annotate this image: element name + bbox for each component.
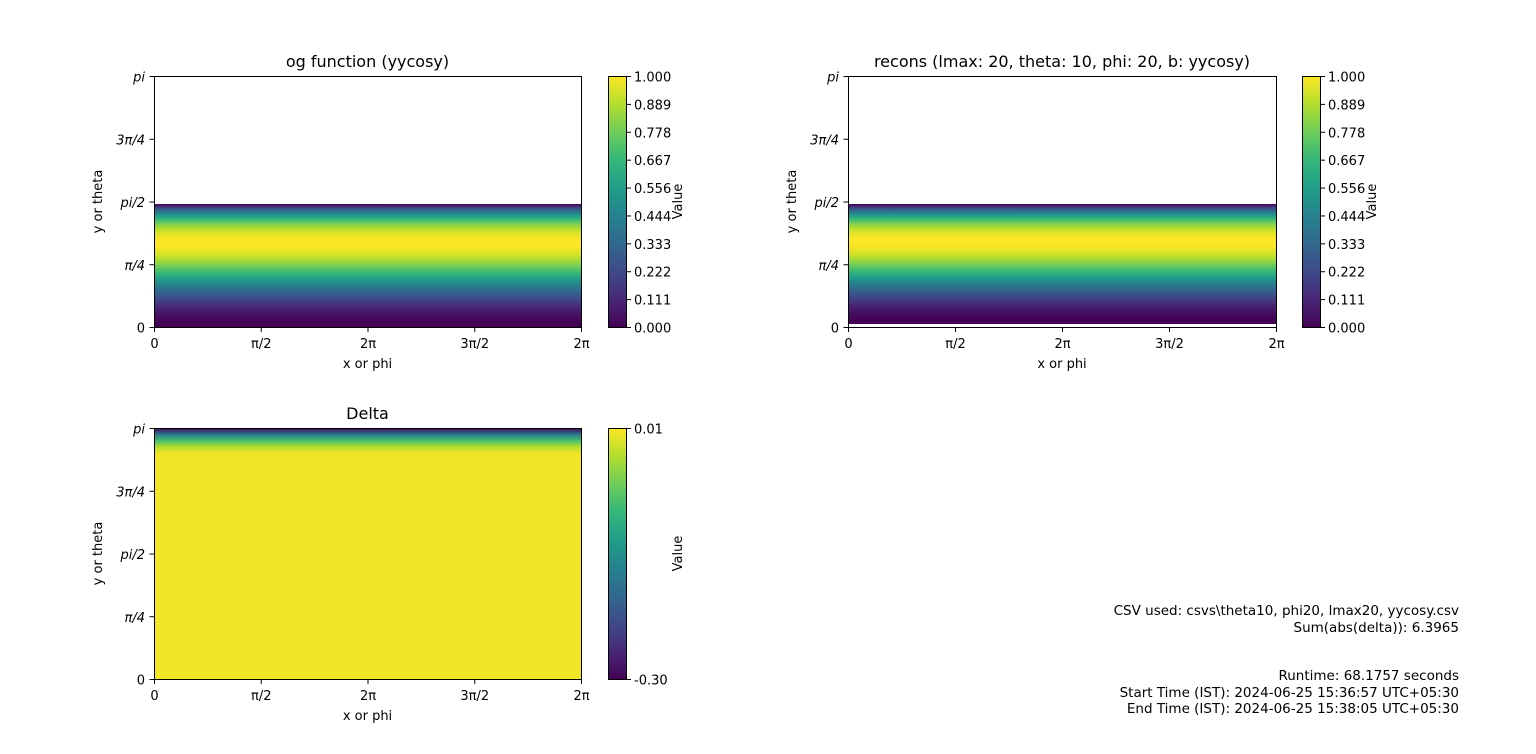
recons-cb-tick-label: 0.889 [1328,98,1365,113]
og-y-tick-label: pi/2 [119,196,145,211]
recons-plot: recons (lmax: 20, theta: 10, phi: 20, b:… [785,52,1380,372]
recons-y-axis-label: y or theta [785,170,800,234]
og-x-tick-label: 0 [150,337,158,352]
recons-y-tick-label: pi/2 [813,196,839,211]
delta-x-tick-label: 3π/2 [460,689,489,704]
og-cb-tick-label: 0.000 [634,322,671,337]
og-y-tick-label: π/4 [125,259,145,274]
delta-colorbar-gradient [608,428,626,679]
runtime-text: Runtime: 68.1757 seconds [1278,668,1459,684]
og-y-tick-label: 3π/4 [116,133,145,148]
recons-y-tick-label: 3π/4 [810,133,839,148]
recons-colorbar-ticks: 0.000 0.111 0.222 0.333 0.444 0.556 0.66… [1320,71,1365,337]
recons-cb-tick-label: 0.667 [1328,154,1365,169]
delta-y-ticks: 0 π/4 pi/2 3π/4 pi [116,423,155,689]
delta-title: Delta [346,404,389,423]
recons-cb-tick-label: 0.333 [1328,238,1365,253]
delta-colorbar: Value -0.30 0.01 [608,423,686,689]
recons-heatmap-field [848,204,1276,324]
og-y-ticks: 0 π/4 pi/2 3π/4 pi [116,71,155,337]
delta-x-tick-label: π/2 [251,689,271,704]
delta-y-tick-label: 3π/4 [116,485,145,500]
og-x-tick-label: 2π [360,337,376,352]
recons-x-tick-label: 2π [1268,337,1284,352]
recons-colorbar-gradient [1302,76,1320,327]
end-time-text: End Time (IST): 2024-06-25 15:38:05 UTC+… [1126,701,1459,717]
delta-cb-tick-label: 0.01 [634,423,663,438]
timing-info-block: Runtime: 68.1757 seconds Start Time (IST… [1120,668,1459,718]
recons-x-tick-label: 3π/2 [1155,337,1184,352]
og-x-ticks: 0 π/2 2π 3π/2 2π [150,327,590,352]
delta-colorbar-ticks: -0.30 0.01 [626,423,668,689]
og-cb-tick-label: 0.222 [634,266,671,281]
og-heatmap-field [154,204,581,327]
delta-colorbar-label: Value [671,536,686,572]
delta-x-ticks: 0 π/2 2π 3π/2 2π [150,679,590,704]
og-cb-tick-label: 0.556 [634,182,671,197]
recons-cb-tick-label: 0.222 [1328,266,1365,281]
recons-colorbar-label: Value [1365,184,1380,220]
og-colorbar-frame [608,76,627,328]
og-cb-tick-label: 0.667 [634,154,671,169]
recons-x-tick-label: 2π [1054,337,1070,352]
og-function-plot: og function (yycosy) x or phi y or theta… [91,52,686,372]
recons-x-tick-label: 0 [844,337,852,352]
delta-x-tick-label: 2π [360,689,376,704]
delta-y-tick-label: pi [132,423,145,438]
og-colorbar-ticks: 0.000 0.111 0.222 0.333 0.444 0.556 0.66… [626,71,671,337]
delta-x-tick-label: 2π [573,689,589,704]
og-cb-tick-label: 0.778 [634,126,671,141]
recons-y-tick-label: pi [826,71,839,86]
recons-cb-tick-label: 0.000 [1328,322,1365,337]
og-cb-tick-label: 0.333 [634,238,671,253]
og-y-tick-label: pi [132,71,145,86]
recons-cb-tick-label: 0.111 [1328,294,1365,309]
recons-y-tick-label: 0 [831,322,839,337]
og-cb-tick-label: 0.889 [634,98,671,113]
og-x-axis-label: x or phi [343,357,392,372]
og-title: og function (yycosy) [286,52,449,71]
recons-y-tick-label: π/4 [819,259,839,274]
csv-used-text: CSV used: csvs\theta10, phi20, lmax20, y… [1113,603,1459,619]
delta-colorbar-frame [608,428,627,680]
delta-y-tick-label: pi/2 [119,548,145,563]
recons-colorbar-frame [1302,76,1321,328]
delta-y-tick-label: π/4 [125,611,145,626]
og-cb-tick-label: 0.111 [634,294,671,309]
recons-cb-tick-label: 0.444 [1328,210,1365,225]
delta-y-axis-label: y or theta [91,522,106,586]
recons-cb-tick-label: 0.778 [1328,126,1365,141]
delta-plot: Delta x or phi y or theta 0 π/2 2π 3π/2 … [91,404,686,724]
start-time-text: Start Time (IST): 2024-06-25 15:36:57 UT… [1119,684,1459,701]
delta-y-tick-label: 0 [137,674,145,689]
og-x-tick-label: π/2 [251,337,271,352]
og-y-axis-label: y or theta [91,170,106,234]
og-x-tick-label: 2π [573,337,589,352]
recons-cb-tick-label: 0.556 [1328,182,1365,197]
delta-cb-tick-label: -0.30 [634,674,668,689]
og-colorbar-label: Value [671,184,686,220]
og-x-tick-label: 3π/2 [460,337,489,352]
recons-y-ticks: 0 π/4 pi/2 3π/4 pi [810,71,849,337]
recons-title: recons (lmax: 20, theta: 10, phi: 20, b:… [874,52,1250,71]
og-cb-tick-label: 1.000 [634,71,671,86]
sum-abs-delta-text: Sum(abs(delta)): 6.3965 [1293,619,1460,636]
recons-x-tick-label: π/2 [945,337,965,352]
recons-colorbar: Value 0.000 0.111 0.222 0.333 0.444 0.55… [1302,71,1380,337]
csv-info-block: CSV used: csvs\theta10, phi20, lmax20, y… [1114,603,1459,636]
delta-x-axis-label: x or phi [343,709,392,724]
og-cb-tick-label: 0.444 [634,210,671,225]
delta-heatmap-field [154,428,581,679]
recons-cb-tick-label: 1.000 [1328,71,1365,86]
og-y-tick-label: 0 [137,322,145,337]
og-colorbar: Value 0.000 0.111 0.222 0.333 0.444 0.55… [608,71,686,337]
delta-x-tick-label: 0 [150,689,158,704]
og-colorbar-gradient [608,76,626,327]
recons-x-axis-label: x or phi [1037,357,1086,372]
recons-x-ticks: 0 π/2 2π 3π/2 2π [844,327,1285,352]
